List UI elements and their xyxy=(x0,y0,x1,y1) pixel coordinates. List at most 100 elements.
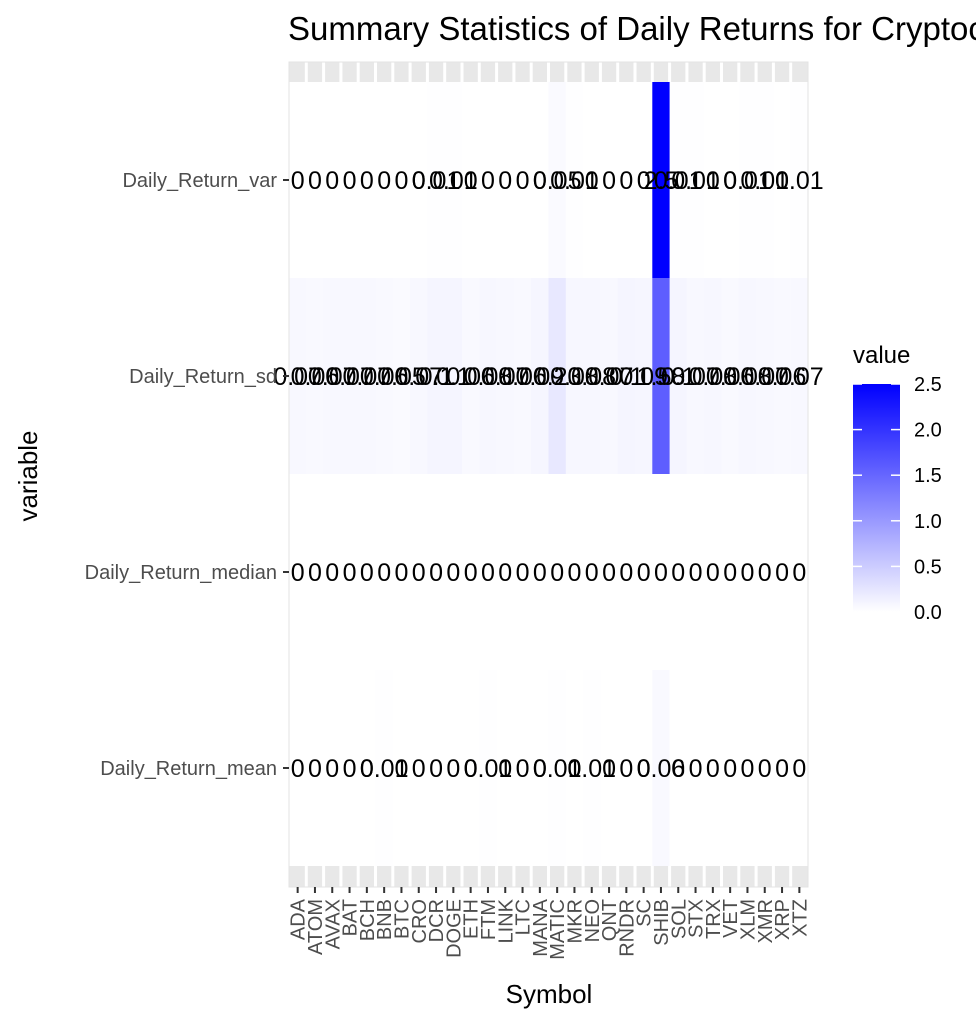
cell-label: 0 xyxy=(325,167,339,195)
cell-label: 0.07 xyxy=(273,363,322,391)
heatmap-cell xyxy=(531,278,549,474)
cell-label: 0 xyxy=(516,559,530,587)
heatmap-cell xyxy=(427,82,446,278)
heatmap-cell xyxy=(548,278,567,474)
plot-area: 0 0 0 0 0 0 0 00.010.010 0 0 0 00.050.010 0 0 02.50.01… xyxy=(273,61,824,888)
heatmap-cell xyxy=(289,82,307,278)
cell-label: 0.05 xyxy=(533,167,582,195)
cell-label: 0.09 xyxy=(516,363,565,391)
cell-label: 0 xyxy=(740,559,754,587)
cell-label: 0 xyxy=(481,559,495,587)
heatmap-cell xyxy=(323,278,342,474)
heatmap-cell xyxy=(340,82,359,278)
cell-label: 0 xyxy=(723,559,737,587)
x-axis: ADAATOMAVAXBATBCHBNBBTCCRODCRDOGEETHFTML… xyxy=(288,887,811,960)
heatmap-cell xyxy=(600,474,619,670)
cell-label: 0.01 xyxy=(723,167,772,195)
cell-label: 0.1 xyxy=(419,363,454,391)
heatmap-cell xyxy=(462,670,480,866)
x-tick-label: MKR xyxy=(564,899,586,943)
chart-title: Summary Statistics of Daily Returns for … xyxy=(288,10,976,47)
cell-label: 0 xyxy=(567,559,581,587)
cell-label: 0 xyxy=(585,559,599,587)
cell-label: 0.07 xyxy=(740,363,789,391)
heatmap-cell xyxy=(635,670,653,866)
x-tick-label: BCH xyxy=(357,899,379,941)
cell-label: 0 xyxy=(619,559,633,587)
heatmap-cell xyxy=(738,82,757,278)
heatmap-cell xyxy=(462,278,480,474)
x-tick-label: SC xyxy=(634,899,656,927)
heatmap-cell xyxy=(704,82,722,278)
heatmap-cell xyxy=(686,670,705,866)
cell-label: 0 xyxy=(412,755,426,783)
heatmap-cell xyxy=(306,82,324,278)
cell-label: 0.05 xyxy=(377,363,426,391)
cell-label: 0.07 xyxy=(308,363,357,391)
x-tick-label: ETH xyxy=(461,899,483,939)
cell-label: 0.06 xyxy=(758,363,807,391)
cell-label: 0 xyxy=(706,755,720,783)
heatmap-cell xyxy=(790,474,809,670)
x-tick-label: MATIC xyxy=(547,899,569,960)
heatmap-cell xyxy=(375,82,394,278)
cell-label: 0 xyxy=(654,559,668,587)
cell-label: 0.01 xyxy=(654,167,703,195)
cell-label: 0.01 xyxy=(550,167,599,195)
heatmap-cell xyxy=(410,474,428,670)
cell-label: 0 xyxy=(585,167,599,195)
heatmap-cell xyxy=(738,474,757,670)
heatmap-cell xyxy=(565,82,584,278)
heatmap-cell xyxy=(600,278,619,474)
heatmap-cell xyxy=(306,670,324,866)
panel-border xyxy=(288,61,809,888)
heatmap-cell xyxy=(392,82,411,278)
heatmap-cell xyxy=(427,278,446,474)
cell-label: 0 xyxy=(516,755,530,783)
legend-tick-label: 1.0 xyxy=(914,511,942,533)
heatmap-cell xyxy=(790,670,809,866)
cell-label: 0 xyxy=(429,559,443,587)
heatmap-cell xyxy=(340,670,359,866)
heatmap-cell xyxy=(513,278,532,474)
cell-label: 0 xyxy=(533,167,547,195)
heatmap-cell xyxy=(669,82,688,278)
cell-label: 0 xyxy=(291,559,305,587)
cell-label: 0 xyxy=(637,167,651,195)
x-tick-label: STX xyxy=(686,899,708,938)
x-tick-label: ATOM xyxy=(305,899,327,955)
heatmap-cell xyxy=(444,278,463,474)
heatmap-cell xyxy=(652,278,670,474)
legend-title: value xyxy=(853,342,910,369)
legend-colorbar xyxy=(853,384,900,612)
x-tick-label: SOL xyxy=(668,899,690,939)
cell-label: 0.01 xyxy=(671,167,720,195)
x-tick-label: XRP xyxy=(772,899,794,940)
heatmap-cell xyxy=(635,474,653,670)
x-tick-label: LINK xyxy=(495,898,517,943)
cell-label: 0 xyxy=(637,559,651,587)
heatmap-cell xyxy=(600,82,619,278)
x-tick-label: QNT xyxy=(599,899,621,941)
heatmap-cell xyxy=(410,670,428,866)
cell-label: 0.08 xyxy=(689,363,738,391)
heatmap-cell xyxy=(323,670,342,866)
cell-label: 0.01 xyxy=(533,755,582,783)
heatmap-cell xyxy=(375,670,394,866)
heatmap-cell xyxy=(652,670,670,866)
heatmap-cell xyxy=(583,278,601,474)
heatmap-cell xyxy=(721,82,740,278)
x-tick-label: SHIB xyxy=(651,899,673,946)
x-tick-label: BNB xyxy=(374,899,396,940)
heatmap-cell xyxy=(513,474,532,670)
heatmap-cell xyxy=(531,670,549,866)
cell-label: 0.1 xyxy=(609,363,644,391)
cell-label: 0.07 xyxy=(775,363,824,391)
cell-label: 0 xyxy=(360,167,374,195)
cell-label: 0.01 xyxy=(567,755,616,783)
heatmap-cell xyxy=(565,278,584,474)
legend-tick-label: 1.5 xyxy=(914,465,942,487)
heatmap-cell xyxy=(410,278,428,474)
heatmap-cell xyxy=(392,278,411,474)
